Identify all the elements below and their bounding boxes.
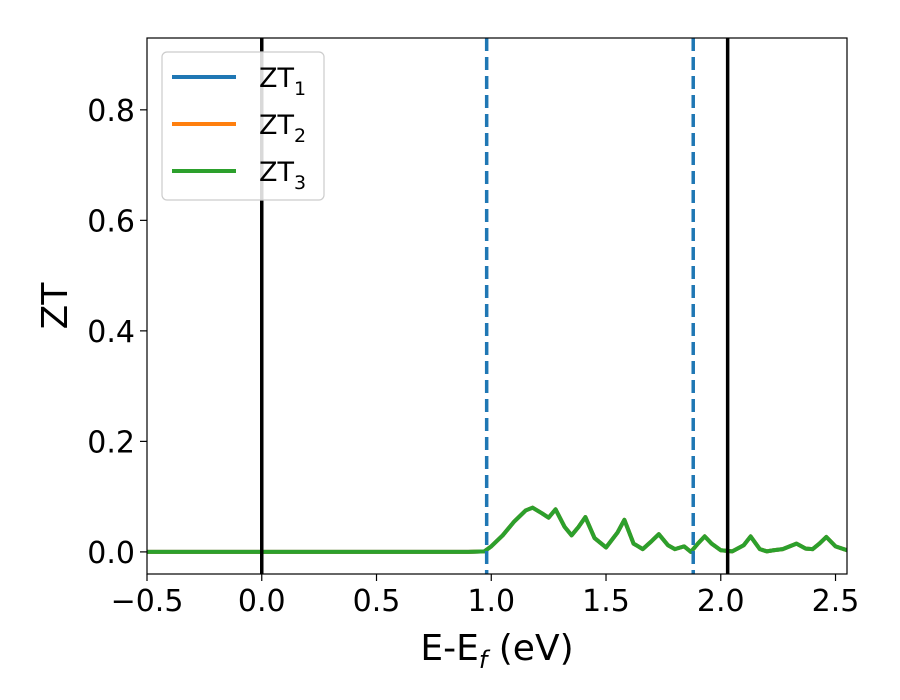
- y-tick-label: 0.8: [87, 94, 135, 129]
- series-line-zt3: [147, 505, 847, 554]
- x-axis-label-main: E-E: [420, 628, 478, 669]
- y-tick-label: 0.0: [87, 536, 135, 571]
- plot-frame: [146, 37, 848, 575]
- x-tick-label: 0.0: [238, 584, 286, 619]
- x-tick-label: 2.0: [697, 584, 745, 619]
- legend-label-zt2: ZT2: [259, 110, 306, 147]
- x-tick-label: 0.5: [353, 584, 401, 619]
- y-tick-label: 0.4: [87, 315, 135, 350]
- x-axis-label-unit: (eV): [487, 628, 573, 669]
- legend: ZT1 ZT2 ZT3: [161, 51, 325, 201]
- y-tick-label: 0.2: [87, 425, 135, 460]
- x-axis-label: E-Ef (eV): [420, 628, 573, 674]
- x-tick-label: 2.5: [812, 584, 860, 619]
- legend-box: [161, 51, 325, 201]
- x-tick-label: 1.0: [467, 584, 515, 619]
- legend-label-zt3: ZT3: [259, 157, 306, 194]
- y-axis-ticks: 0.0 0.2 0.4 0.6 0.8: [87, 94, 147, 571]
- x-tick-label: 1.5: [582, 584, 630, 619]
- y-tick-label: 0.6: [87, 204, 135, 239]
- x-axis-ticks: −0.5 0.0 0.5 1.0 1.5 2.0 2.5: [111, 574, 860, 619]
- y-axis-label: ZT: [35, 282, 76, 330]
- x-tick-label: −0.5: [111, 584, 184, 619]
- legend-label-zt1: ZT1: [259, 63, 306, 100]
